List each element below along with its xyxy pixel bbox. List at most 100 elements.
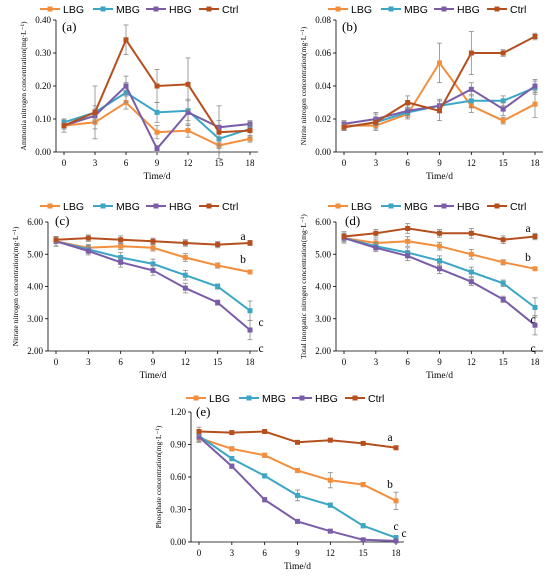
legend-label-hbg: HBG xyxy=(169,4,192,16)
x-tick-label: 6 xyxy=(118,357,123,367)
y-tick-label: 0.00 xyxy=(315,147,331,157)
legend-label-lbg: LBG xyxy=(63,4,84,16)
significance-label: b xyxy=(525,252,531,264)
data-point-ctrl xyxy=(295,439,300,445)
data-point-hbg xyxy=(150,267,156,273)
x-tick-label: 12 xyxy=(181,357,190,367)
data-point-lbg xyxy=(532,101,538,107)
data-point-mbg xyxy=(500,98,506,104)
y-tick-label: 2.00 xyxy=(315,346,331,356)
data-point-ctrl xyxy=(532,234,538,240)
significance-label: c xyxy=(401,528,406,540)
y-tick-label: 5.00 xyxy=(27,249,43,259)
legend-label-mbg: MBG xyxy=(404,201,428,213)
data-point-lbg xyxy=(393,498,399,504)
legend-marker-ctrl xyxy=(494,203,500,209)
legend-marker-mbg xyxy=(246,395,252,401)
x-tick-label: 6 xyxy=(262,548,267,558)
data-point-mbg xyxy=(215,284,221,289)
legend-label-mbg: MBG xyxy=(116,4,140,16)
data-point-hbg xyxy=(468,86,474,92)
panel-label: (d) xyxy=(345,213,360,228)
legend-label-ctrl: Ctrl xyxy=(510,4,526,16)
data-point-hbg xyxy=(118,259,124,265)
data-point-ctrl xyxy=(247,128,253,134)
y-tick-label: 3.00 xyxy=(315,314,331,324)
data-point-ctrl xyxy=(182,240,188,246)
data-point-mbg xyxy=(262,473,268,479)
series-line-ctrl xyxy=(198,430,397,449)
data-point-ctrl xyxy=(53,237,59,243)
x-tick-label: 12 xyxy=(326,548,335,558)
significance-label: c xyxy=(530,343,535,355)
data-point-lbg xyxy=(185,128,191,134)
data-point-ctrl xyxy=(154,83,160,89)
y-tick-label: 6.00 xyxy=(27,217,43,227)
x-tick-label: 15 xyxy=(499,158,509,168)
data-point-hbg xyxy=(360,537,366,543)
data-point-mbg xyxy=(360,523,366,529)
panel-label: (c) xyxy=(55,213,69,228)
y-tick-label: 0.00 xyxy=(35,147,51,157)
data-point-ctrl xyxy=(393,445,399,451)
y-tick-label: 6.00 xyxy=(315,217,331,227)
y-tick-label: 0.06 xyxy=(315,48,331,58)
x-tick-label: 18 xyxy=(392,548,402,558)
x-tick-label: 0 xyxy=(62,158,67,168)
legend-marker-lbg xyxy=(47,203,53,209)
legend-marker-hbg xyxy=(299,395,305,401)
legend-marker-ctrl xyxy=(206,6,212,12)
y-tick-label: 0.40 xyxy=(35,15,51,25)
x-tick-label: 3 xyxy=(86,357,91,367)
y-tick-label: 0.30 xyxy=(170,505,186,515)
series-line-hbg xyxy=(55,240,251,331)
significance-label: c xyxy=(258,317,263,329)
data-point-hbg xyxy=(295,518,300,524)
significance-label: a xyxy=(240,231,245,243)
legend-marker-ctrl xyxy=(206,203,212,209)
significance-label: a xyxy=(525,223,530,235)
legend-marker-lbg xyxy=(335,203,341,209)
x-tick-label: 9 xyxy=(151,357,156,367)
data-point-ctrl xyxy=(92,109,98,115)
x-tick-label: 12 xyxy=(467,357,476,367)
y-axis-title: Nitrate nitrogen concentration(mg·L⁻¹) xyxy=(11,226,20,346)
legend-label-mbg: MBG xyxy=(262,393,286,405)
data-point-ctrl xyxy=(262,429,268,434)
y-tick-label: 4.00 xyxy=(27,282,43,292)
data-point-hbg xyxy=(405,108,411,114)
series-line-hbg xyxy=(343,237,536,326)
data-point-lbg xyxy=(215,263,221,269)
legend-label-hbg: HBG xyxy=(169,201,192,213)
significance-label: a xyxy=(387,432,392,444)
data-point-hbg xyxy=(123,83,129,89)
data-point-mbg xyxy=(532,304,538,310)
significance-label: c xyxy=(393,521,398,533)
legend-label-ctrl: Ctrl xyxy=(222,4,238,16)
data-point-ctrl xyxy=(405,100,411,105)
data-point-lbg xyxy=(247,269,253,275)
data-point-hbg xyxy=(262,497,268,503)
data-point-ctrl xyxy=(468,50,474,56)
data-point-ctrl xyxy=(405,225,411,231)
data-point-hbg xyxy=(215,300,221,306)
data-point-lbg xyxy=(154,129,160,135)
y-tick-label: 4.00 xyxy=(315,282,331,292)
data-point-ctrl xyxy=(247,240,253,246)
significance-label: c xyxy=(530,314,535,326)
data-point-ctrl xyxy=(215,242,221,248)
x-tick-label: 3 xyxy=(93,158,98,168)
data-point-mbg xyxy=(247,308,253,314)
x-tick-label: 6 xyxy=(124,158,129,168)
significance-label: b xyxy=(240,254,246,266)
legend-label-hbg: HBG xyxy=(315,393,338,405)
legend-marker-mbg xyxy=(100,6,106,12)
data-point-mbg xyxy=(295,492,300,498)
x-axis-title: Time/d xyxy=(426,172,453,182)
legend-label-lbg: LBG xyxy=(351,201,372,213)
x-tick-label: 0 xyxy=(54,357,59,367)
data-point-ctrl xyxy=(61,123,67,129)
x-tick-label: 18 xyxy=(246,158,256,168)
data-point-ctrl xyxy=(500,50,506,56)
y-tick-label: 0.30 xyxy=(35,48,51,58)
